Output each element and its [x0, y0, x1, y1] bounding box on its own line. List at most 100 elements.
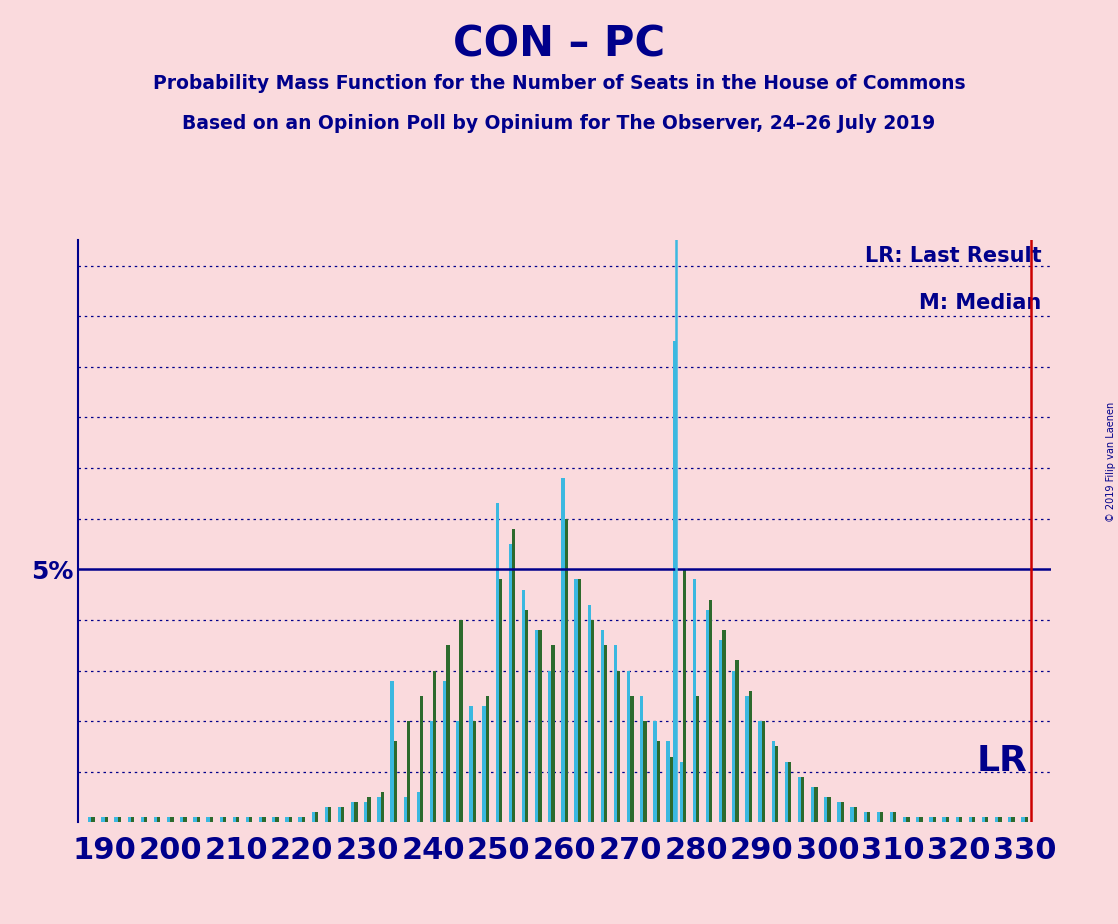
Bar — [758, 721, 761, 822]
Bar — [417, 792, 420, 822]
Bar — [565, 518, 568, 822]
Text: LR: Last Result: LR: Last Result — [864, 246, 1041, 266]
Bar — [631, 696, 634, 822]
Bar — [246, 818, 249, 822]
Bar — [851, 808, 854, 822]
Bar — [578, 579, 581, 822]
Bar — [338, 808, 341, 822]
Bar — [969, 818, 972, 822]
Bar — [863, 812, 866, 822]
Bar — [459, 620, 463, 822]
Bar — [222, 818, 226, 822]
Bar — [443, 681, 446, 822]
Bar — [456, 721, 459, 822]
Text: LR: LR — [977, 744, 1027, 778]
Bar — [995, 818, 998, 822]
Bar — [315, 812, 319, 822]
Bar — [1022, 818, 1024, 822]
Bar — [929, 818, 932, 822]
Bar — [600, 630, 604, 822]
Bar — [429, 721, 433, 822]
Bar — [236, 818, 239, 822]
Bar — [866, 812, 870, 822]
Text: CON – PC: CON – PC — [453, 23, 665, 65]
Bar — [827, 797, 831, 822]
Bar — [998, 818, 1002, 822]
Bar — [588, 604, 591, 822]
Bar — [749, 691, 752, 822]
Bar — [114, 818, 117, 822]
Bar — [390, 681, 394, 822]
Bar — [814, 787, 817, 822]
Bar — [127, 818, 131, 822]
Bar — [916, 818, 919, 822]
Bar — [670, 757, 673, 822]
Bar — [341, 808, 344, 822]
Bar — [193, 818, 197, 822]
Bar — [512, 529, 515, 822]
Bar — [811, 787, 814, 822]
Bar — [394, 741, 397, 822]
Bar — [746, 696, 749, 822]
Bar — [656, 741, 660, 822]
Bar — [591, 620, 594, 822]
Bar — [154, 818, 158, 822]
Bar — [732, 671, 736, 822]
Bar — [433, 671, 436, 822]
Bar — [288, 818, 292, 822]
Bar — [653, 721, 656, 822]
Bar — [259, 818, 263, 822]
Bar — [837, 802, 841, 822]
Bar — [907, 818, 910, 822]
Bar — [92, 818, 95, 822]
Bar — [275, 818, 278, 822]
Bar — [167, 818, 170, 822]
Bar — [761, 721, 765, 822]
Bar — [956, 818, 959, 822]
Bar — [210, 818, 214, 822]
Bar — [771, 741, 775, 822]
Bar — [312, 812, 315, 822]
Bar — [982, 818, 985, 822]
Bar — [324, 808, 328, 822]
Bar — [709, 600, 712, 822]
Bar — [105, 818, 107, 822]
Bar — [680, 761, 683, 822]
Bar — [197, 818, 200, 822]
Bar — [219, 818, 222, 822]
Bar — [854, 808, 858, 822]
Bar — [644, 721, 646, 822]
Bar — [473, 721, 476, 822]
Bar — [604, 645, 607, 822]
Bar — [328, 808, 331, 822]
Bar — [141, 818, 144, 822]
Bar — [932, 818, 936, 822]
Text: M: Median: M: Median — [919, 293, 1041, 312]
Bar — [561, 478, 565, 822]
Bar — [788, 761, 792, 822]
Bar — [495, 504, 499, 822]
Bar — [841, 802, 844, 822]
Bar — [919, 818, 922, 822]
Bar — [183, 818, 187, 822]
Bar — [499, 579, 502, 822]
Bar — [102, 818, 105, 822]
Bar — [785, 761, 788, 822]
Bar — [775, 747, 778, 822]
Bar — [522, 590, 525, 822]
Bar — [877, 812, 880, 822]
Bar — [1008, 818, 1012, 822]
Bar — [942, 818, 946, 822]
Bar — [1012, 818, 1015, 822]
Bar — [536, 630, 538, 822]
Bar — [88, 818, 92, 822]
Bar — [483, 706, 485, 822]
Bar — [180, 818, 183, 822]
Bar — [380, 792, 383, 822]
Bar — [420, 696, 424, 822]
Bar — [285, 818, 288, 822]
Bar — [736, 661, 739, 822]
Bar — [705, 610, 709, 822]
Bar — [263, 818, 266, 822]
Bar — [368, 797, 371, 822]
